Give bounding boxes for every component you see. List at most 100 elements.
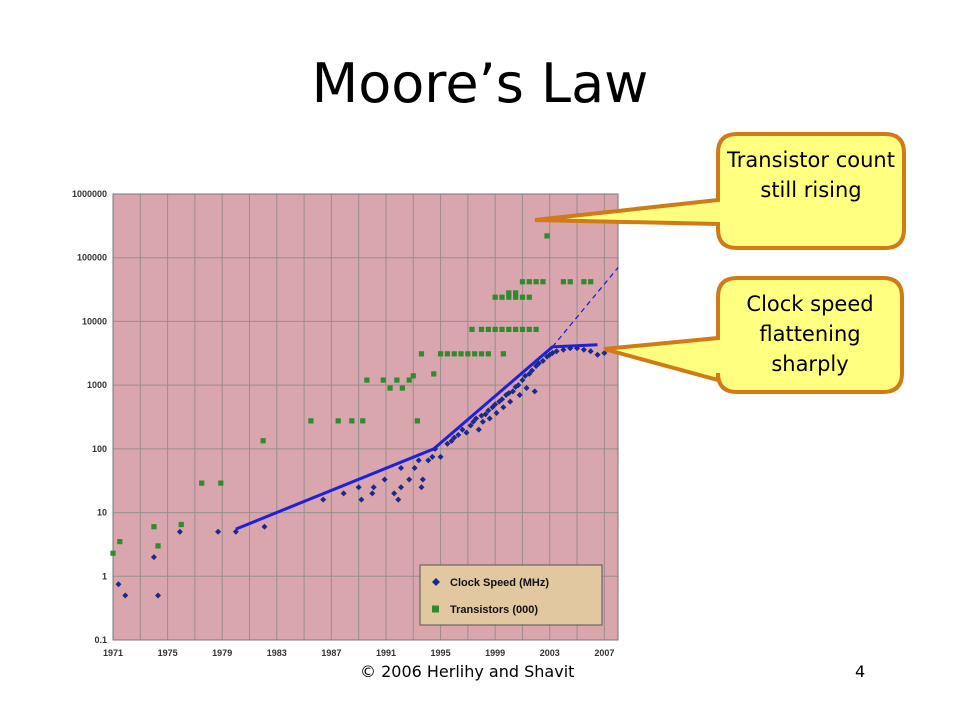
transistor-point (349, 418, 355, 424)
clock-speed-point (397, 484, 404, 491)
clock-speed-point (395, 496, 402, 503)
clock-speed-point (340, 490, 347, 497)
chart-svg: 1000000 100000 10000 1000 100 10 1 0.1 1971 1975… (72, 189, 619, 658)
transistor-point (218, 480, 224, 486)
moores-law-chart: 1000000 100000 10000 1000 100 10 1 0.1 1971 1975… (58, 182, 620, 668)
clock-speed-point (470, 418, 477, 425)
clock-speed-point (523, 385, 530, 392)
clock-speed-point (467, 422, 474, 429)
transistor-point (414, 418, 420, 424)
y-tick-label: 1 (102, 571, 107, 581)
transistor-point (472, 351, 478, 357)
clock-speed-point (500, 404, 507, 411)
x-tick-label: 2003 (540, 648, 560, 658)
clock-speed-point (150, 554, 157, 561)
clock-speed-point (553, 348, 560, 355)
clock-speed-point (587, 348, 594, 355)
clock-speed-point (320, 496, 327, 503)
x-tick-label: 1987 (321, 648, 341, 658)
transistor-point (110, 550, 116, 556)
clock-speed-point (486, 415, 493, 422)
y-tick-label: 0.1 (94, 635, 107, 645)
slide-title: Moore’s Law (311, 52, 649, 115)
transistor-point (199, 480, 205, 486)
transistor-point (394, 377, 400, 383)
clock-speed-point (485, 407, 492, 414)
transistor-point (560, 279, 567, 285)
transistor-point (526, 279, 532, 285)
transistor-point (380, 377, 386, 383)
x-tick-label: 1995 (431, 648, 451, 658)
transistor-point (478, 351, 485, 357)
x-tick-label: 1983 (267, 648, 287, 658)
x-tick-label: 1999 (485, 648, 505, 658)
clock-speed-point (531, 388, 538, 395)
clock-speed-point (498, 396, 505, 403)
legend: Clock Speed (MHz) Transistors (000) (419, 564, 603, 626)
transistor-point (387, 385, 393, 391)
transistor-point (399, 385, 405, 391)
clock-speed-point (463, 429, 470, 436)
legend-box (419, 564, 603, 626)
transistor-point (458, 351, 464, 357)
legend-label: Clock Speed (MHz) (450, 577, 549, 589)
transistor-point (506, 290, 512, 296)
transistor-point (444, 351, 450, 357)
transistor-point (492, 294, 498, 300)
clock-speed-point (567, 345, 574, 352)
clock-speed-point (406, 476, 413, 483)
transistor-point (308, 418, 314, 424)
footer-copyright: © 2006 Herlihy and Shavit (360, 662, 575, 681)
transistor-point (533, 279, 539, 285)
clock-speed-point (415, 457, 422, 464)
clock-speed-point (358, 496, 365, 503)
transistor-point (418, 351, 425, 357)
x-tick-label: 1979 (212, 648, 232, 658)
clock-speed-point (391, 490, 398, 497)
transistor-point (406, 377, 412, 383)
clock-speed-point (539, 357, 546, 364)
clock-speed-point (451, 434, 458, 441)
callout-transistor-count: Transistor count still rising (530, 128, 910, 252)
transistor-point (506, 294, 512, 300)
y-tick-labels: 1000000 100000 10000 1000 100 10 1 0.1 (72, 189, 107, 645)
transistor-point (151, 524, 157, 530)
transistor-point (155, 543, 161, 549)
transistor-point (485, 351, 491, 357)
transistor-point (513, 290, 519, 296)
transistor-point (581, 279, 587, 285)
clock-speed-point (419, 476, 426, 483)
clock-speed-point (507, 398, 514, 405)
speech-bubble-shape (603, 276, 904, 394)
transistor-point (533, 326, 539, 332)
clock-speed-point (529, 367, 536, 374)
legend-label: Transistors (000) (450, 604, 538, 616)
transistor-point (260, 438, 266, 444)
clock-speed-point (429, 453, 436, 460)
transistor-point (465, 351, 471, 357)
transistor-point (513, 326, 519, 332)
transistor-point (588, 279, 594, 285)
transistor-point (431, 371, 437, 377)
clock-speed-point (437, 453, 444, 460)
clock-speed-point (515, 382, 522, 389)
clock-speed-point (355, 484, 362, 491)
clock-speed-point (232, 528, 239, 535)
clock-speed-point (580, 346, 587, 353)
clock-speed-point (411, 465, 418, 472)
transistor-point (364, 377, 370, 383)
clock-speed-point (475, 426, 482, 433)
clock-speed-point (444, 440, 451, 447)
y-tick-label: 10 (97, 508, 107, 518)
clock-speed-point (122, 592, 129, 599)
callout-clock-text: Clock speed flattening sharply (746, 292, 874, 376)
y-tick-label: 100000 (77, 253, 107, 263)
clock-speed-point (418, 484, 425, 491)
transistor-point (567, 279, 573, 285)
transistor-point (437, 351, 444, 357)
clock-speed-point (448, 437, 455, 444)
clock-speed-point (594, 351, 601, 358)
transistor-point (117, 539, 123, 545)
x-tick-label: 2007 (594, 648, 614, 658)
legend-marker-transistors (432, 605, 439, 613)
